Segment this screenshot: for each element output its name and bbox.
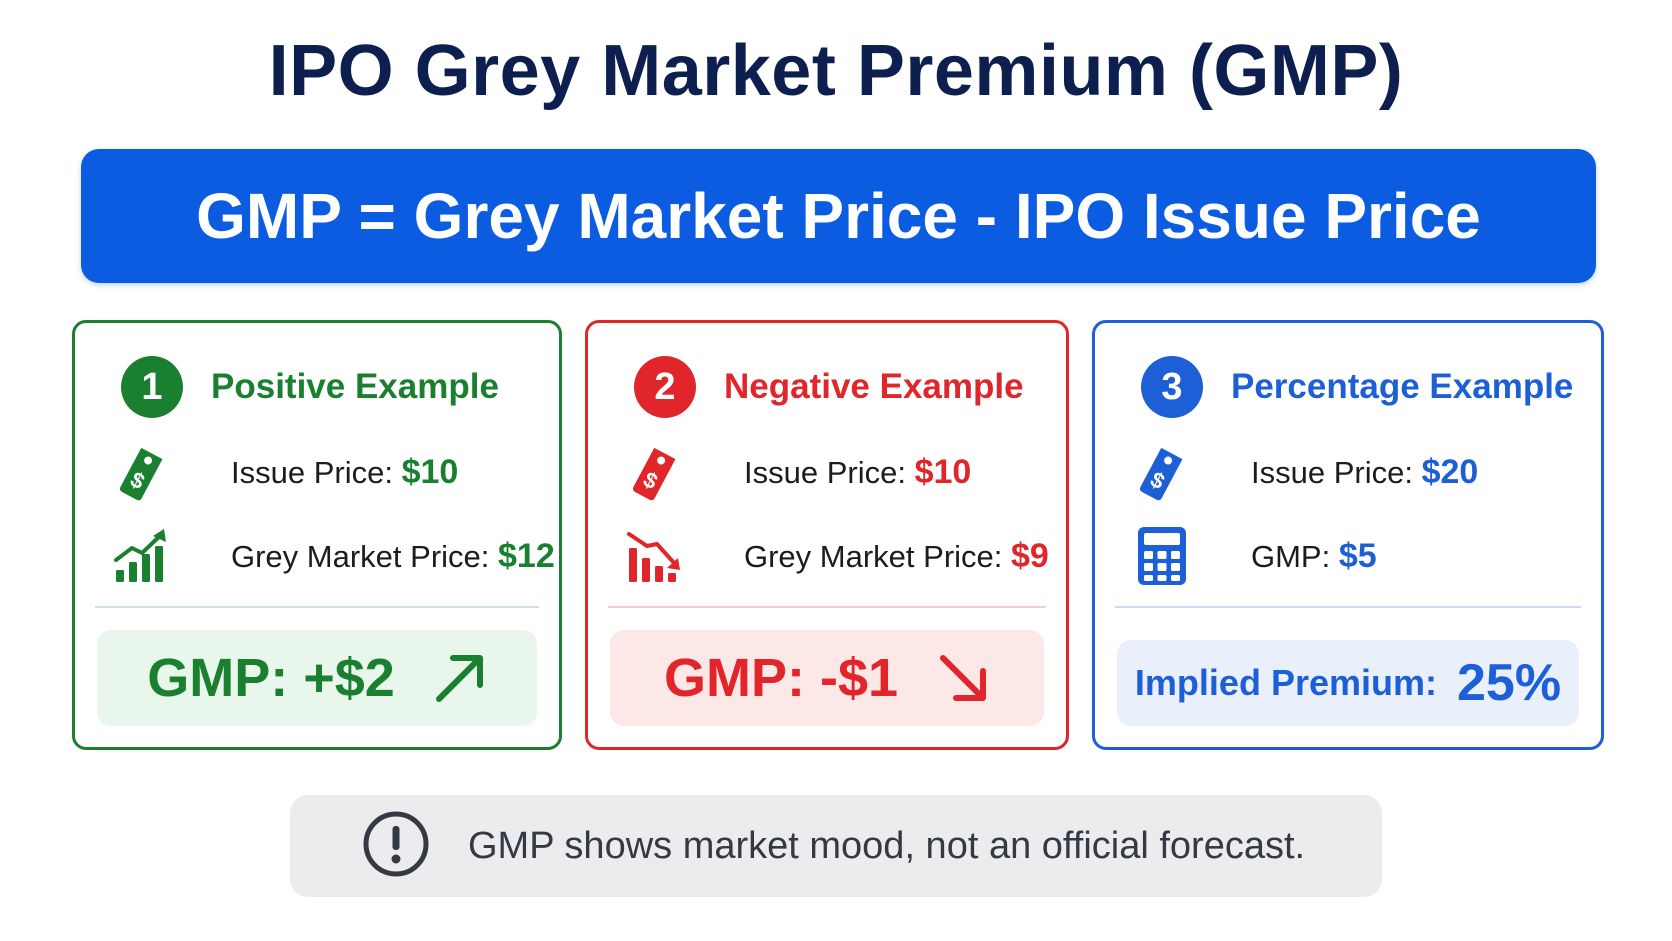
gmp-value-row: GMP: $5 <box>1131 523 1377 589</box>
gmp-value: $5 <box>1338 536 1377 575</box>
issue-price-row: $ Issue Price: $20 <box>1131 439 1478 505</box>
step-number-badge: 3 <box>1141 356 1203 418</box>
card-heading: Positive Example <box>211 367 499 406</box>
card-header: 1 Positive Example <box>121 356 499 418</box>
issue-price-label: Issue Price: <box>1251 454 1413 490</box>
gmp-result: GMP: +$2 <box>97 630 537 726</box>
card-heading: Percentage Example <box>1231 367 1574 406</box>
price-tag-icon: $ <box>111 439 173 505</box>
arrow-up-right-icon <box>433 651 487 705</box>
price-tag-icon: $ <box>1131 439 1193 505</box>
card-negative-example: 2 Negative Example $ Issue Price: $10 <box>585 320 1069 750</box>
step-number-badge: 2 <box>634 356 696 418</box>
grey-market-price-value: $12 <box>498 536 555 575</box>
chart-down-icon <box>624 523 686 589</box>
gmp-result-text: GMP: +$2 <box>147 648 395 708</box>
divider <box>608 606 1046 608</box>
page-title: IPO Grey Market Premium (GMP) <box>268 31 1404 111</box>
grey-market-price-row: Grey Market Price: $12 <box>111 523 555 589</box>
implied-premium-result: Implied Premium: 25% <box>1117 640 1579 726</box>
chart-up-icon <box>111 523 173 589</box>
implied-premium-value: 25% <box>1456 654 1562 712</box>
exclamation-icon <box>362 810 430 883</box>
grey-market-price-label: Grey Market Price: <box>231 538 490 574</box>
gmp-label: GMP: <box>1251 538 1331 574</box>
card-heading: Negative Example <box>724 367 1024 406</box>
card-header: 3 Percentage Example <box>1141 356 1573 418</box>
card-percentage-example: 3 Percentage Example $ Issue Price: $20 <box>1092 320 1604 750</box>
issue-price-value: $10 <box>914 452 972 491</box>
price-tag-icon: $ <box>624 439 686 505</box>
disclaimer-text: GMP shows market mood, not an official f… <box>468 824 1306 867</box>
card-header: 2 Negative Example <box>634 356 1024 418</box>
arrow-down-right-icon <box>936 651 990 705</box>
grey-market-price-row: Grey Market Price: $9 <box>624 523 1049 589</box>
issue-price-label: Issue Price: <box>744 454 906 490</box>
issue-price-row: $ Issue Price: $10 <box>624 439 971 505</box>
issue-price-value: $20 <box>1421 452 1479 491</box>
divider <box>95 606 539 608</box>
issue-price-label: Issue Price: <box>231 454 393 490</box>
issue-price-value: $10 <box>401 452 459 491</box>
implied-premium-label: Implied Premium: <box>1134 662 1437 703</box>
formula-banner: GMP = Grey Market Price - IPO Issue Pric… <box>81 149 1596 283</box>
issue-price-row: $ Issue Price: $10 <box>111 439 458 505</box>
grey-market-price-value: $9 <box>1011 536 1049 575</box>
formula-text: GMP = Grey Market Price - IPO Issue Pric… <box>196 180 1481 252</box>
calculator-icon <box>1131 523 1193 589</box>
divider <box>1115 606 1581 608</box>
step-number-badge: 1 <box>121 356 183 418</box>
disclaimer-note: GMP shows market mood, not an official f… <box>290 795 1382 897</box>
gmp-result-text: GMP: -$1 <box>663 648 899 708</box>
card-positive-example: 1 Positive Example $ Issue Price: $10 <box>72 320 562 750</box>
grey-market-price-label: Grey Market Price: <box>744 538 1003 574</box>
gmp-result: GMP: -$1 <box>610 630 1044 726</box>
